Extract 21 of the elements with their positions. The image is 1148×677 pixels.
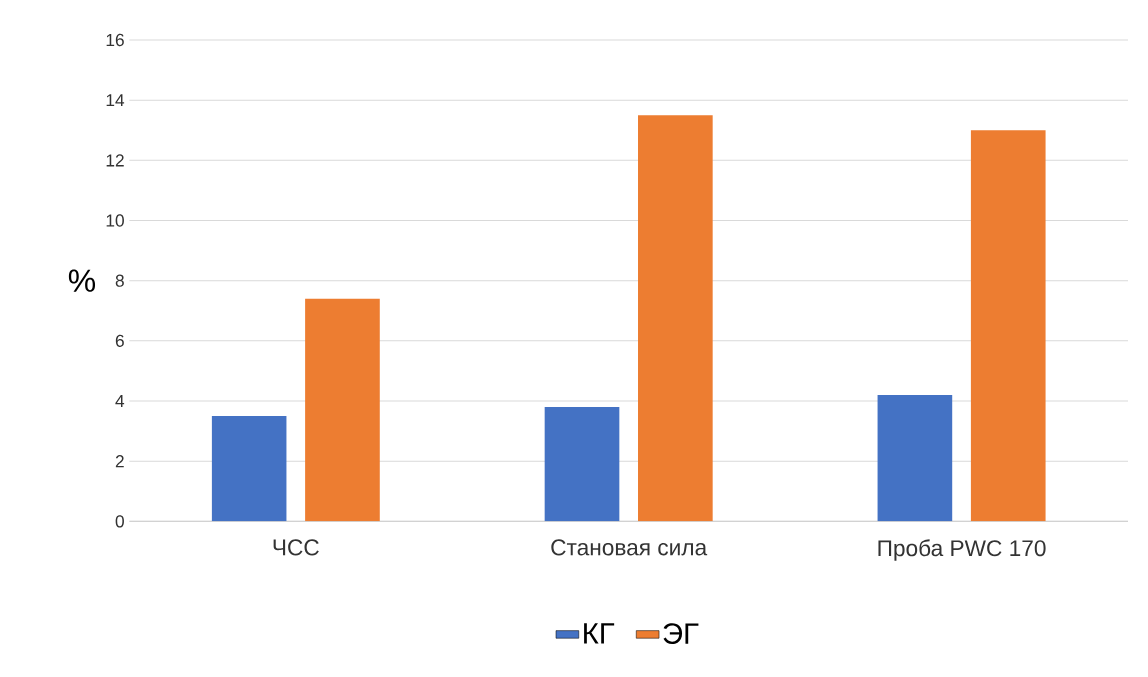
bar [877, 394, 953, 522]
y-tick-label: 4 [115, 394, 125, 407]
y-tick-label: 12 [106, 154, 124, 167]
bar [305, 298, 380, 522]
legend-label: КГ [584, 623, 615, 644]
legend-label: ЭГ [663, 623, 699, 644]
y-tick-label: 14 [106, 94, 125, 106]
bar [544, 406, 620, 522]
bar [970, 130, 1046, 522]
y-tick-label: 10 [106, 214, 124, 227]
x-tick-label: Становая сила [551, 539, 708, 556]
x-tick-label: Проба PWC 170 [878, 539, 1046, 561]
y-tick-label: 0 [115, 515, 124, 528]
y-tick-label: 16 [106, 33, 124, 46]
x-tick-label: ЧСС [273, 539, 319, 556]
y-tick-label: 6 [115, 334, 124, 347]
bar [638, 115, 713, 522]
y-axis-title: % [68, 269, 96, 292]
y-tick-label: 2 [115, 454, 124, 468]
y-tick-label: 8 [115, 274, 124, 287]
bar [211, 415, 287, 522]
